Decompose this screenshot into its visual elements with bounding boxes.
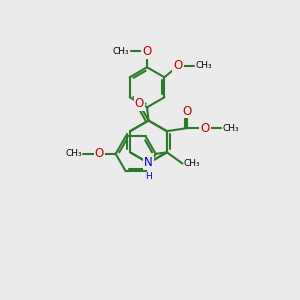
Text: CH₃: CH₃ (113, 46, 129, 56)
Text: O: O (183, 104, 192, 118)
Text: O: O (200, 122, 210, 135)
Text: O: O (135, 97, 144, 110)
Text: O: O (95, 147, 104, 160)
Text: CH₃: CH₃ (223, 124, 239, 133)
Text: O: O (142, 45, 152, 58)
Text: N: N (144, 157, 153, 169)
Text: CH₃: CH₃ (196, 61, 212, 70)
Text: CH₃: CH₃ (184, 159, 201, 168)
Text: H: H (145, 172, 152, 181)
Text: CH₃: CH₃ (65, 149, 82, 158)
Text: O: O (173, 59, 183, 73)
